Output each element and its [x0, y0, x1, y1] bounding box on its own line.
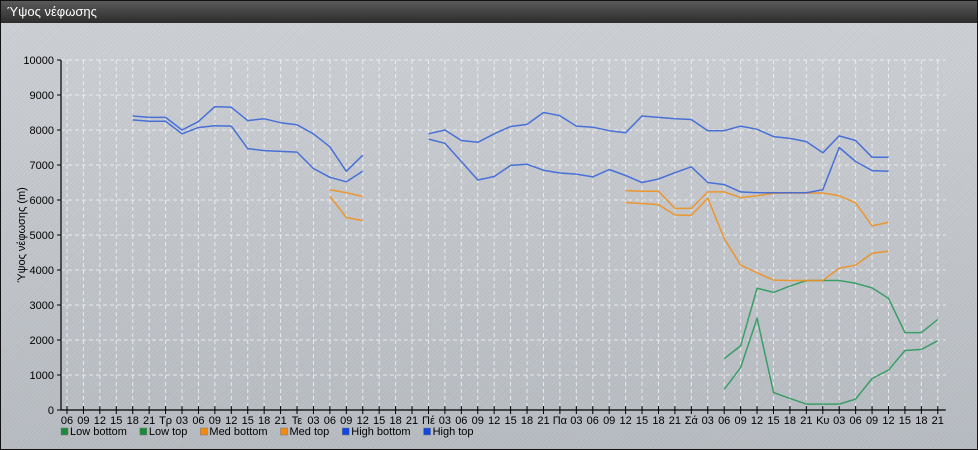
x-tick-label: 18 — [521, 415, 533, 427]
x-tick-label: 12 — [751, 415, 763, 427]
legend-item: Med top — [280, 426, 330, 438]
legend-label: Low bottom — [70, 426, 127, 438]
x-tick-label: 21 — [669, 415, 681, 427]
series-line-high-top — [428, 111, 889, 159]
x-tick-label: 03 — [176, 415, 188, 427]
x-tick-label: 09 — [735, 415, 747, 427]
x-tick-label: 06 — [587, 415, 599, 427]
y-tick-label: 1000 — [30, 370, 54, 382]
legend-item: Med bottom — [200, 426, 268, 438]
legend-swatch — [342, 427, 350, 436]
x-tick-label: 03 — [702, 415, 714, 427]
x-tick-label: 21 — [406, 415, 418, 427]
series-line-med-top — [329, 189, 363, 198]
series-line-low-bottom — [723, 317, 939, 405]
x-tick-label: 18 — [258, 415, 270, 427]
x-tick-label: 21 — [274, 415, 286, 427]
x-tick-label: 18 — [127, 415, 139, 427]
y-tick-label: 10000 — [23, 55, 54, 67]
x-tick-label: 06 — [61, 415, 73, 427]
x-tick-label: 06 — [455, 415, 467, 427]
x-tick-label: 06 — [192, 415, 204, 427]
legend-swatch — [280, 427, 288, 436]
series-line-med-bottom — [625, 197, 889, 282]
legend-item: High bottom — [342, 426, 411, 438]
legend-item: Low bottom — [60, 426, 127, 438]
y-axis-label: Ύψος νέφωσης (m) — [16, 187, 28, 283]
series-line-med-bottom — [329, 195, 363, 222]
window-title: Ύψος νέφωσης — [1, 1, 977, 23]
series-line-high-bottom — [428, 138, 889, 194]
x-tick-label: 06 — [324, 415, 336, 427]
x-tick-label: 18 — [784, 415, 796, 427]
legend-swatch — [200, 427, 208, 436]
x-tick-label: Πα — [553, 415, 568, 427]
x-tick-label: 15 — [899, 415, 911, 427]
x-tick-label: 09 — [603, 415, 615, 427]
x-tick-label: Τε — [292, 415, 303, 427]
x-tick-label: 12 — [357, 415, 369, 427]
x-tick-label: 18 — [652, 415, 664, 427]
x-tick-label: 03 — [833, 415, 845, 427]
legend-item: High top — [423, 426, 474, 438]
legend-label: High bottom — [351, 426, 410, 438]
y-tick-label: 4000 — [30, 265, 54, 277]
x-tick-label: 21 — [800, 415, 812, 427]
x-tick-label: 18 — [915, 415, 927, 427]
x-tick-label: 03 — [570, 415, 582, 427]
x-tick-label: 09 — [866, 415, 878, 427]
x-tick-label: 15 — [504, 415, 516, 427]
y-tick-label: 8000 — [30, 125, 54, 137]
x-tick-label: 12 — [488, 415, 500, 427]
x-tick-label: Πέ — [422, 415, 435, 427]
legend-label: High top — [433, 426, 474, 438]
y-tick-label: 3000 — [30, 300, 54, 312]
x-tick-label: 15 — [767, 415, 779, 427]
x-tick-label: 15 — [110, 415, 122, 427]
x-tick-label: 09 — [340, 415, 352, 427]
legend-label: Low top — [149, 426, 188, 438]
x-tick-label: 09 — [209, 415, 221, 427]
y-tick-label: 5000 — [30, 230, 54, 242]
x-tick-label: 21 — [537, 415, 549, 427]
x-tick-label: 15 — [242, 415, 254, 427]
series-line-low-top — [723, 279, 939, 360]
x-tick-label: 06 — [850, 415, 862, 427]
x-tick-label: 06 — [718, 415, 730, 427]
legend-item: Low top — [139, 426, 188, 438]
legend-swatch — [423, 427, 431, 436]
legend-label: Med bottom — [209, 426, 267, 438]
x-tick-label: Σά — [685, 415, 699, 427]
y-tick-label: 7000 — [30, 160, 54, 172]
y-tick-label: 9000 — [30, 90, 54, 102]
x-tick-label: Τρ — [159, 415, 172, 427]
x-tick-label: 03 — [439, 415, 451, 427]
x-tick-label: 12 — [94, 415, 106, 427]
x-tick-label: 15 — [373, 415, 385, 427]
x-tick-label: 21 — [932, 415, 944, 427]
series-line-high-bottom — [132, 119, 364, 183]
x-tick-label: 18 — [389, 415, 401, 427]
y-tick-label: 0 — [48, 405, 54, 417]
legend-label: Med top — [290, 426, 330, 438]
legend-swatch — [60, 427, 69, 436]
x-tick-label: 12 — [619, 415, 631, 427]
series-line-med-top — [625, 189, 889, 227]
x-tick-label: 12 — [882, 415, 894, 427]
x-tick-label: 09 — [472, 415, 484, 427]
plot-background — [1, 23, 977, 449]
x-tick-label: 09 — [77, 415, 89, 427]
series-line-high-top — [132, 105, 364, 173]
x-tick-label: 12 — [225, 415, 237, 427]
legend-swatch — [139, 427, 148, 436]
x-tick-label: Κυ — [816, 415, 829, 427]
y-tick-label: 2000 — [30, 335, 54, 347]
x-tick-label: 21 — [143, 415, 155, 427]
x-tick-label: 03 — [307, 415, 319, 427]
x-tick-label: 15 — [636, 415, 648, 427]
y-tick-label: 6000 — [30, 195, 54, 207]
